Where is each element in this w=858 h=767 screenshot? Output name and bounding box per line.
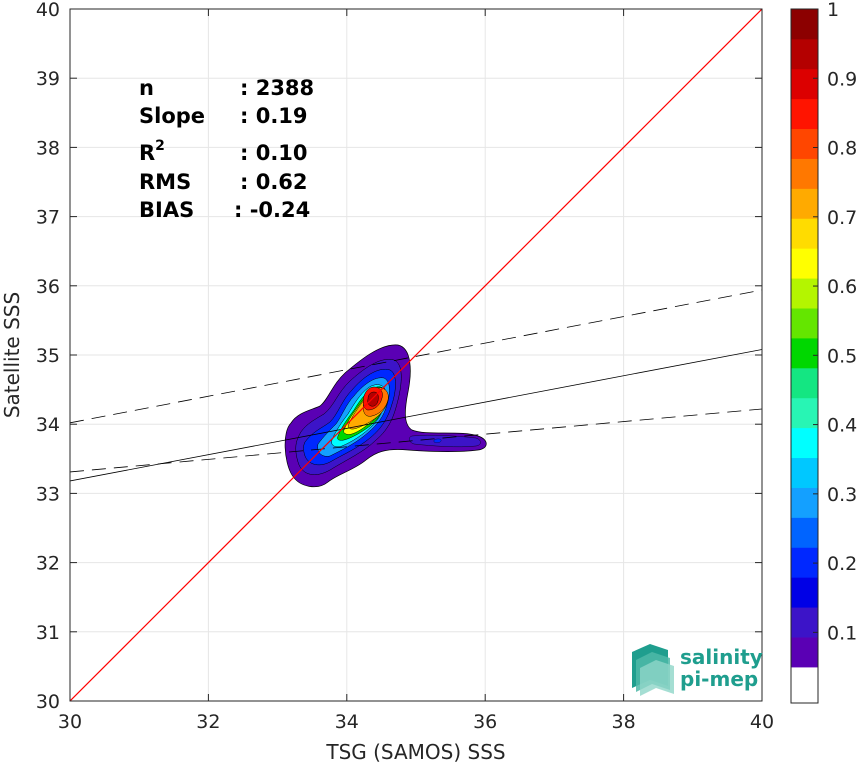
y-tick-label-1: 31 xyxy=(36,622,60,644)
stat-n-value: : 2388 xyxy=(240,76,314,100)
colorbar-segment-12 xyxy=(791,308,818,339)
stat-bias-value: : -0.24 xyxy=(234,198,310,222)
y-axis-label: Satellite SSS xyxy=(0,292,24,418)
colorbar-segment-11 xyxy=(791,338,818,369)
logo-line1: salinity xyxy=(680,645,763,669)
logo-line2: pi-mep xyxy=(680,667,758,691)
colorbar-tick-label-6: 0.7 xyxy=(827,207,857,229)
colorbar-segment-20 xyxy=(791,68,818,100)
y-tick-label-6: 36 xyxy=(36,276,60,298)
colorbar-segment-10 xyxy=(791,367,818,399)
colorbar-segment-1 xyxy=(791,637,818,668)
y-tick-label-4: 34 xyxy=(36,414,60,436)
stat-n-label: n xyxy=(139,76,154,100)
colorbar-segment-8 xyxy=(791,427,818,459)
lower-bound-line xyxy=(70,408,762,473)
density-contour-spot xyxy=(433,438,442,443)
stat-rms-label: RMS xyxy=(139,170,191,194)
colorbar-tick-label-7: 0.8 xyxy=(827,138,857,160)
upper-bound-line xyxy=(70,289,762,424)
stat-slope-value: : 0.19 xyxy=(240,104,308,128)
stat-r2-label-base: R xyxy=(139,141,155,165)
colorbar-segment-21 xyxy=(791,38,818,70)
reference-lines xyxy=(70,9,762,701)
x-tick-label-0: 30 xyxy=(58,711,82,733)
y-tick-label-5: 35 xyxy=(36,345,60,367)
colorbar-tick-label-8: 0.9 xyxy=(827,68,857,90)
logo-waves-icon xyxy=(632,644,674,696)
colorbar-tick-label-3: 0.4 xyxy=(827,415,857,437)
y-tick-label-10: 40 xyxy=(36,0,60,21)
grid xyxy=(69,8,763,702)
colorbar-segment-22 xyxy=(791,9,818,40)
y-tick-label-7: 37 xyxy=(36,207,60,229)
colorbar-tick-label-2: 0.3 xyxy=(827,484,857,506)
x-tick-label-3: 36 xyxy=(473,711,497,733)
regression-line xyxy=(70,349,762,482)
colorbar-segment-2 xyxy=(791,607,818,638)
stat-rms-value: : 0.62 xyxy=(240,170,308,194)
axis-ticks: 30 32 34 36 38 40 30 31 32 33 34 35 36 37 38 39 40 xyxy=(36,0,774,733)
colorbar-segment-4 xyxy=(791,547,818,578)
colorbar-segment-16 xyxy=(791,188,818,219)
colorbar-segment-0 xyxy=(791,667,818,703)
colorbar-tick-label-9: 1 xyxy=(827,0,839,21)
statistics-text: n : 2388 Slope : 0.19 R2 : 0.10 RMS : 0.… xyxy=(139,76,314,222)
colorbar-tick-label-5: 0.6 xyxy=(827,276,857,298)
colorbar-segment-19 xyxy=(791,98,818,130)
stat-r2-label-sup: 2 xyxy=(155,138,165,154)
colorbar-segment-13 xyxy=(791,278,818,309)
colorbar-segment-15 xyxy=(791,218,818,249)
colorbar-frame xyxy=(790,8,819,704)
x-tick-label-1: 32 xyxy=(196,711,220,733)
stat-slope-label: Slope xyxy=(139,104,205,128)
colorbar-segment-17 xyxy=(791,158,818,189)
colorbar-segment-6 xyxy=(791,487,818,518)
colorbar-ticks: 0.1 0.2 0.3 0.4 0.5 0.6 0.7 0.8 0.9 1 xyxy=(813,0,857,644)
y-tick-label-2: 32 xyxy=(36,553,60,575)
salinity-pi-mep-logo: salinity pi-mep xyxy=(632,644,763,696)
colorbar-segment-3 xyxy=(791,577,818,608)
y-tick-label-0: 30 xyxy=(36,691,60,713)
colorbar-tick-label-4: 0.5 xyxy=(827,345,857,367)
y-tick-label-3: 33 xyxy=(36,483,60,505)
colorbar-segment-14 xyxy=(791,248,818,279)
colorbar-tick-label-0: 0.1 xyxy=(827,622,857,644)
identity-line xyxy=(70,9,762,701)
x-tick-label-5: 40 xyxy=(750,711,774,733)
colorbar xyxy=(791,9,818,703)
x-tick-label-4: 38 xyxy=(612,711,636,733)
colorbar-segment-18 xyxy=(791,128,818,159)
y-tick-label-9: 39 xyxy=(36,68,60,90)
x-axis-label: TSG (SAMOS) SSS xyxy=(325,740,505,764)
stat-bias-label: BIAS xyxy=(139,198,194,222)
colorbar-tick-label-1: 0.2 xyxy=(827,553,857,575)
stat-r2-label: R2 xyxy=(139,138,165,165)
colorbar-segment-9 xyxy=(791,397,818,429)
colorbar-segment-7 xyxy=(791,457,818,488)
stat-r2-value: : 0.10 xyxy=(240,141,308,165)
colorbar-segment-5 xyxy=(791,517,818,548)
x-tick-label-2: 34 xyxy=(335,711,359,733)
y-tick-label-8: 38 xyxy=(36,137,60,159)
density-contour-tail xyxy=(409,434,481,448)
